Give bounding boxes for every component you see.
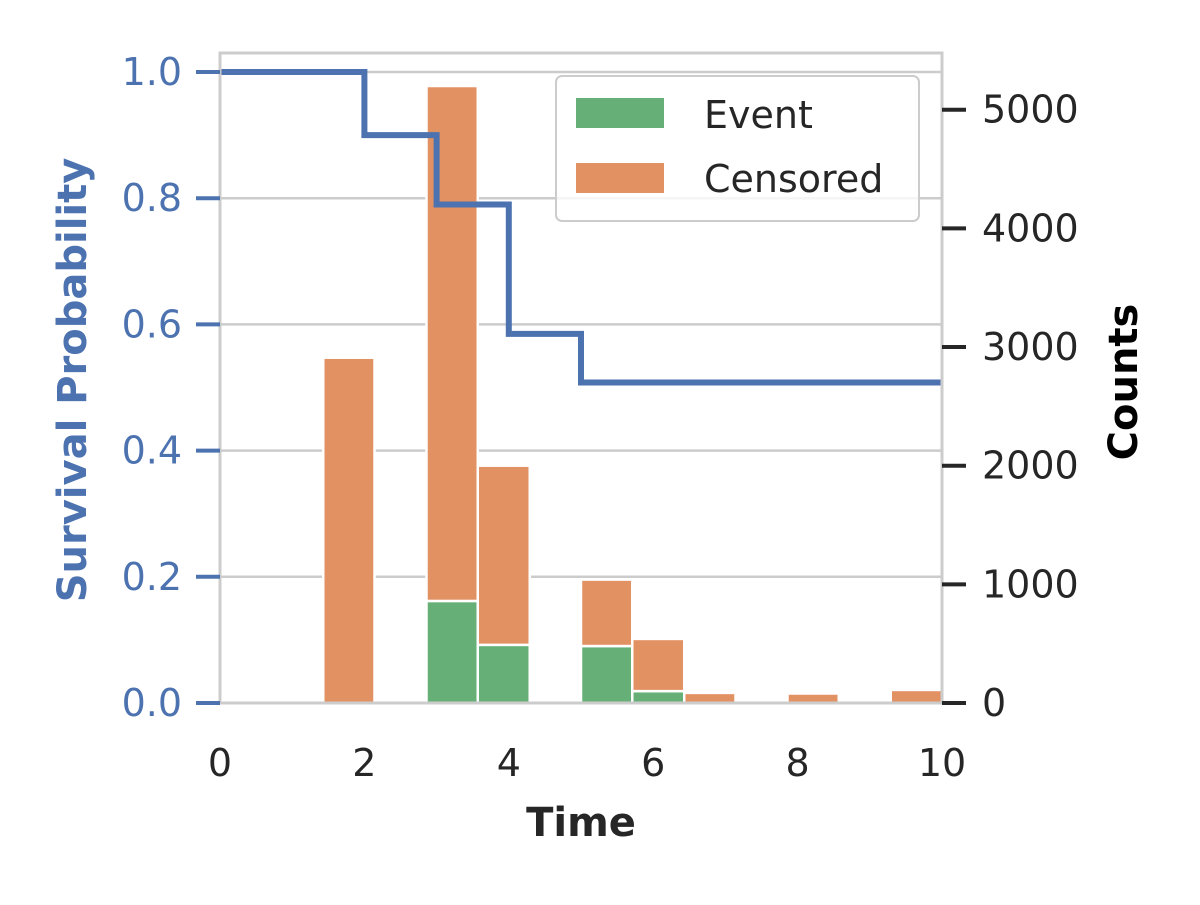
bar-censored-3 xyxy=(579,578,634,648)
tick-label-bottom-1: 2 xyxy=(352,741,376,785)
tick-label-left-2: 0.4 xyxy=(122,429,182,473)
tick-label-right-1: 1000 xyxy=(982,562,1079,606)
axis-ticks: 0.0 0.2 0.4 0.6 0.8 1.0 0 1000 2000 3000 4000 5000 0… xyxy=(122,50,1079,785)
plot-frame xyxy=(218,51,944,705)
legend-label-event: Event xyxy=(704,93,813,137)
survival-line xyxy=(220,69,942,386)
legend-label-censored: Censored xyxy=(704,157,883,201)
tick-label-right-2: 2000 xyxy=(982,444,1079,488)
tick-label-right-3: 3000 xyxy=(982,325,1079,369)
bar-event-1 xyxy=(425,599,480,705)
legend-swatch-event xyxy=(576,98,664,128)
tick-label-bottom-4: 8 xyxy=(786,741,810,785)
tick-label-bottom-5: 10 xyxy=(918,741,966,785)
bar-censored-0 xyxy=(321,356,376,705)
bar-censored-5 xyxy=(682,691,737,705)
tick-label-right-4: 4000 xyxy=(982,206,1079,250)
tick-label-right-5: 5000 xyxy=(982,88,1079,132)
tick-label-bottom-2: 4 xyxy=(497,741,521,785)
survival-line-layer xyxy=(220,69,942,386)
tick-label-left-3: 0.6 xyxy=(122,302,182,346)
bar-event-3 xyxy=(579,644,634,705)
x-axis-label: Time xyxy=(526,800,636,846)
bar-censored-2 xyxy=(476,464,531,647)
y-axis-right-label: Counts xyxy=(1101,304,1147,461)
tick-label-right-0: 0 xyxy=(982,681,1006,725)
bar-censored-4 xyxy=(631,637,686,693)
bar-event-2 xyxy=(476,643,531,705)
tick-label-bottom-3: 6 xyxy=(641,741,665,785)
axes-frame xyxy=(218,51,944,705)
bar-censored-7 xyxy=(889,688,944,705)
tick-label-left-1: 0.2 xyxy=(122,555,182,599)
y-axis-left-label: Survival Probability xyxy=(50,158,96,603)
tick-label-left-0: 0.0 xyxy=(122,681,182,725)
bar-event-4 xyxy=(631,689,686,705)
tick-label-left-5: 1.0 xyxy=(122,50,182,94)
tick-label-bottom-0: 0 xyxy=(208,741,232,785)
legend: Event Censored xyxy=(555,75,920,222)
legend-swatch-censored xyxy=(576,163,664,193)
tick-label-left-4: 0.8 xyxy=(122,176,182,220)
